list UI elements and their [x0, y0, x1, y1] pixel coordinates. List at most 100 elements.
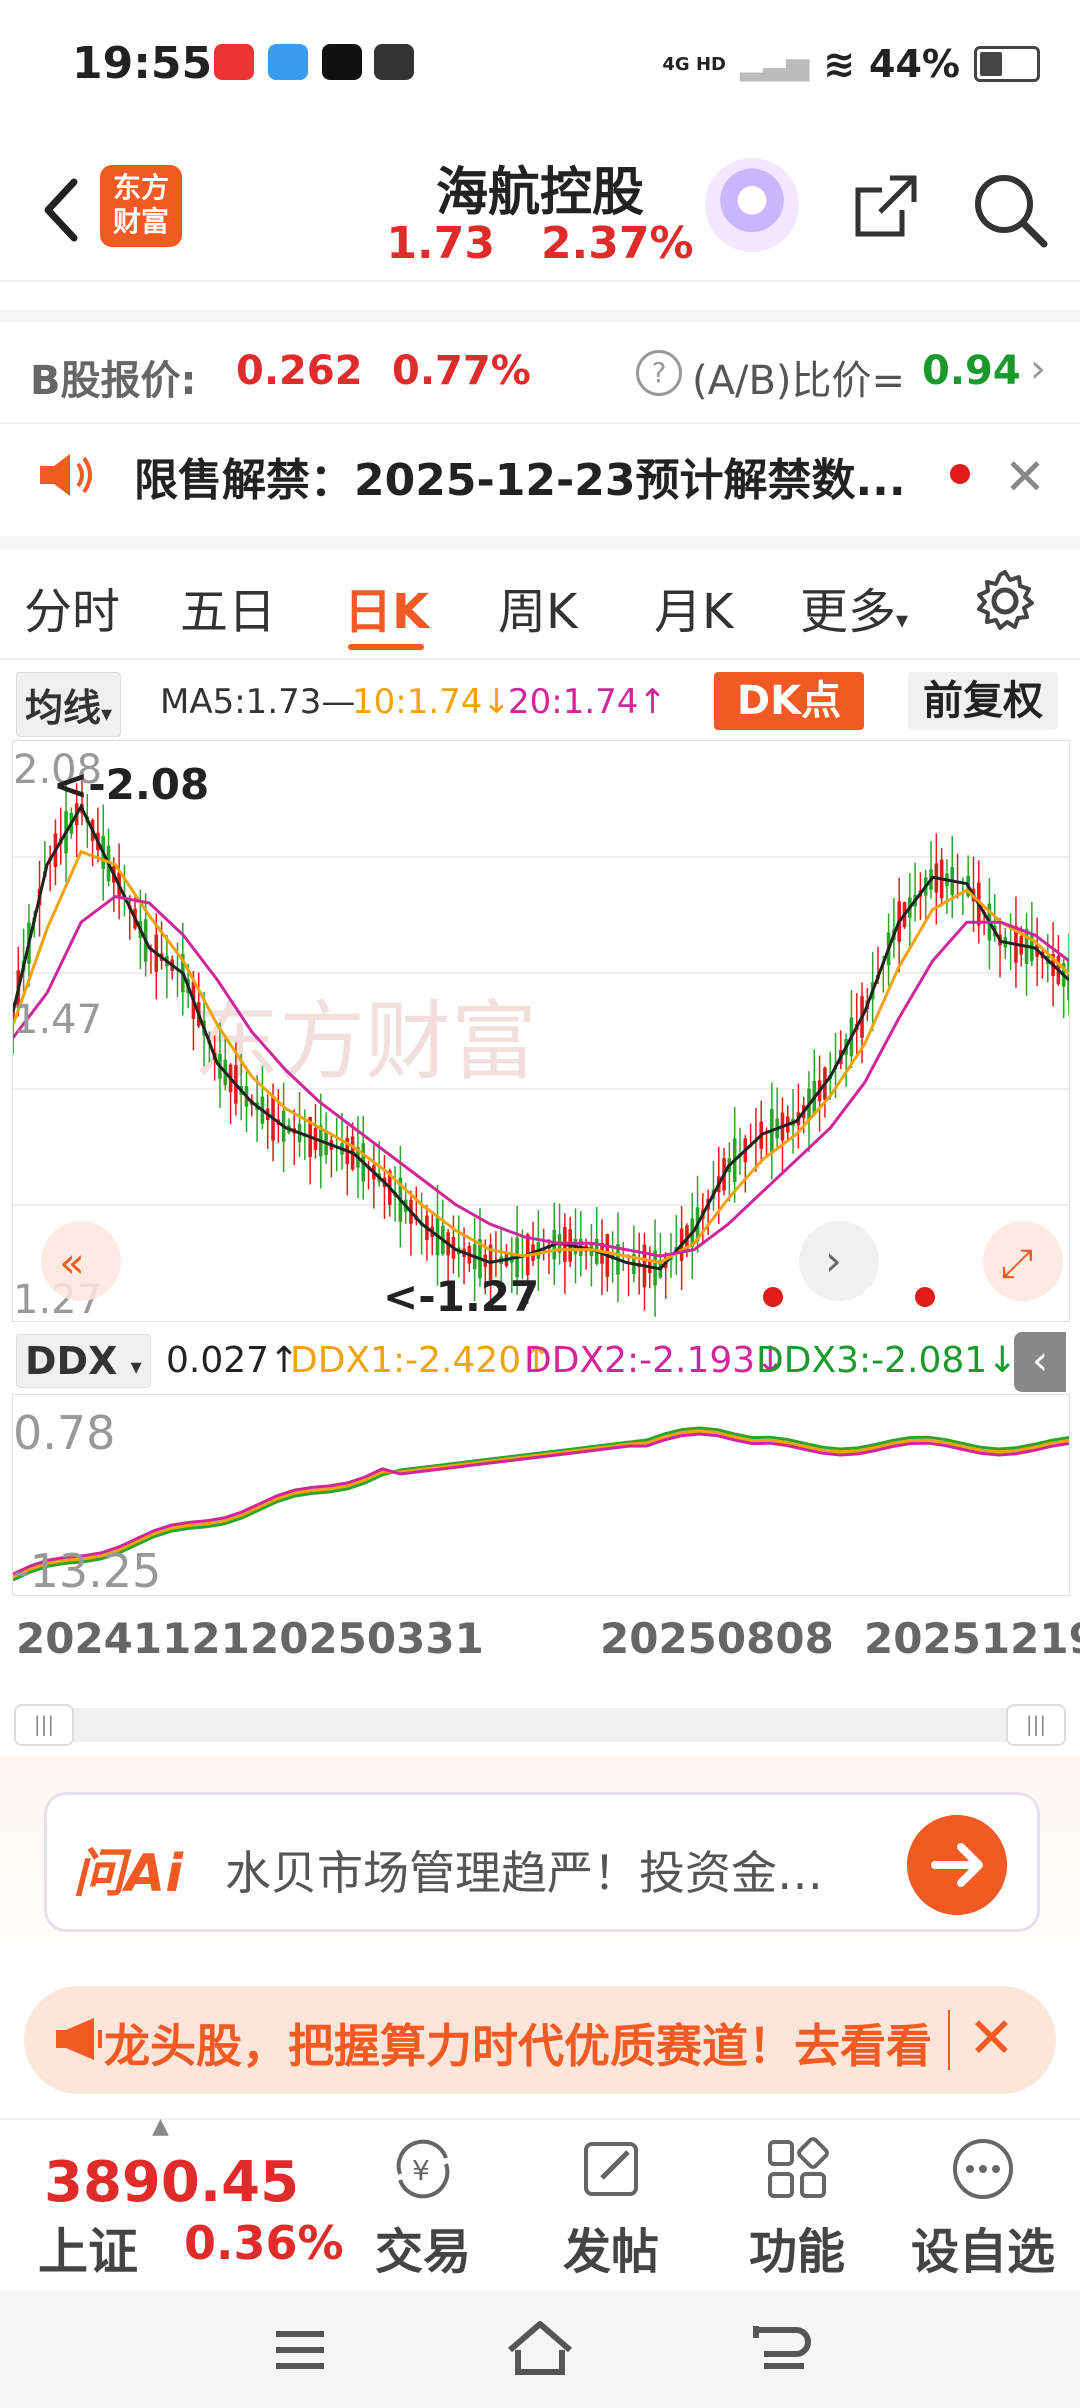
caret-down-icon: ▾	[896, 606, 909, 634]
caret-up-icon: ▲	[152, 2114, 169, 2139]
ai-robot-icon[interactable]	[705, 158, 799, 252]
menu-icon[interactable]	[270, 2320, 330, 2380]
ddx-line	[13, 1432, 1069, 1576]
ai-prompt-text: 水贝市场管理趋严！投资金…	[225, 1846, 823, 1900]
tab-monthly-k[interactable]: 月K	[654, 584, 734, 640]
ma-selector[interactable]: 均线▾	[16, 672, 122, 737]
gear-icon[interactable]	[972, 568, 1038, 634]
y-label-mid: 1.47	[13, 997, 102, 1043]
ai-question-box[interactable]: 问Ai 水贝市场管理趋严！投资金…	[44, 1792, 1040, 1932]
logo-text-2: 财富	[112, 205, 169, 238]
ma-lines	[13, 803, 1069, 1271]
event-dot	[763, 1287, 783, 1307]
ai-logo: 问Ai	[73, 1844, 184, 1904]
ratio-label: (A/B)比价=	[692, 358, 906, 404]
range-handle-right[interactable]: |||	[1006, 1704, 1066, 1746]
b-share-price: 0.262	[236, 348, 363, 394]
close-icon[interactable]: ✕	[968, 2006, 1015, 2071]
battery-label: 44%	[869, 42, 960, 86]
add-watchlist-button[interactable]: 设自选	[908, 2134, 1058, 2280]
low-annotation: <-1.27	[383, 1272, 539, 1321]
tab-daily-k[interactable]: 日K	[344, 584, 430, 640]
ddx-value: 0.027↑	[166, 1340, 300, 1381]
ma-selector-label: 均线	[25, 686, 102, 730]
range-handle-left[interactable]: |||	[14, 1704, 74, 1746]
date-axis: 20241121 20250331 20250808 20251219	[0, 1610, 1080, 1670]
candlestick-chart[interactable]: 东方财富 2.08 1.47 1.27 <-2.08 <-1.27 « › ⤢	[12, 740, 1070, 1322]
status-time: 19:55	[72, 38, 213, 89]
notice-bar[interactable]: 限售解禁：2025-12-23预计解禁数... ✕	[0, 412, 1080, 550]
toutiao-icon	[214, 44, 254, 80]
event-dot	[915, 1287, 935, 1307]
bottom-toolbar: ▲ 3890.45 上证 0.36% ¥ 交易 发帖 功能 设自选	[0, 2114, 1080, 2281]
ddx2-value: DDX2:-2.193↓	[524, 1340, 786, 1381]
index-change[interactable]: 0.36%	[184, 2216, 344, 2270]
battery-icon	[974, 46, 1040, 82]
date-label: 20241121	[16, 1614, 250, 1663]
date-label: 20250331	[250, 1614, 484, 1663]
caret-down-icon: ▾	[130, 1355, 142, 1380]
function-label: 功能	[748, 2224, 845, 2280]
ddx-selector[interactable]: DDX ▾	[16, 1334, 151, 1388]
function-button[interactable]: 功能	[722, 2134, 872, 2280]
signal-icon: ▂▃▅	[739, 46, 810, 82]
ma10-label: 10:1.74↓	[352, 682, 511, 722]
search-icon[interactable]	[970, 170, 1050, 250]
collapse-panel-button[interactable]: ‹	[1014, 1332, 1066, 1392]
range-scroller[interactable]: ||| |||	[14, 1704, 1066, 1746]
back-icon[interactable]	[748, 2318, 812, 2378]
scroll-left-button: «	[41, 1221, 121, 1301]
period-tabs: 分时 五日 日K 周K 月K 更多▾	[0, 548, 1080, 660]
b-share-quote[interactable]: B股报价: 0.262 0.77% ? (A/B)比价= 0.94 ›	[0, 310, 1080, 424]
stock-price: 1.73	[386, 218, 495, 269]
scroll-right-button: ›	[799, 1221, 879, 1301]
tab-weekly-k[interactable]: 周K	[498, 584, 578, 640]
stock-header: 东方 财富 海航控股 1.73 2.37%	[0, 130, 1080, 282]
index-name[interactable]: 上证	[38, 2223, 138, 2281]
tab-five-day[interactable]: 五日	[180, 584, 277, 640]
help-icon[interactable]: ?	[636, 350, 682, 396]
close-icon[interactable]: ✕	[1004, 448, 1046, 506]
ma5-line	[13, 803, 1069, 1271]
go-arrow-button[interactable]	[907, 1815, 1007, 1915]
dk-point-button[interactable]: DK点	[714, 672, 864, 730]
ddx-line	[13, 1426, 1069, 1582]
b-share-label: B股报价:	[30, 358, 197, 404]
status-right: 4G HD ▂▃▅ ≋ 44%	[662, 42, 1040, 86]
stock-name: 海航控股	[435, 163, 644, 223]
ma20-line	[13, 895, 1069, 1258]
system-navigation	[0, 2290, 1080, 2408]
ddx-line	[13, 1429, 1069, 1579]
active-tab-indicator	[348, 644, 424, 650]
promo-text: 龙头股，把握算力时代优质赛道！去看看	[104, 2019, 932, 2073]
eastmoney-logo: 东方 财富	[100, 165, 182, 247]
trade-button[interactable]: ¥ 交易	[348, 2134, 498, 2280]
ddx-y-top: 0.78	[13, 1406, 115, 1460]
expand-icon: ⤢	[1001, 1241, 1033, 1287]
ma-legend-bar: 均线▾ MA5:1.73— 10:1.74↓ 20:1.74↑ DK点 前复权	[0, 668, 1080, 740]
logo-text-1: 东方	[112, 171, 169, 204]
yuan-exchange-icon: ¥	[396, 2139, 450, 2199]
ddx-selector-label: DDX	[25, 1339, 118, 1383]
post-button[interactable]: 发帖	[536, 2134, 686, 2280]
back-arrow-icon[interactable]	[32, 170, 92, 250]
ddx-indicator-chart[interactable]: 0.78 -13.25	[12, 1394, 1070, 1596]
promo-banner[interactable]: 龙头股，把握算力时代优质赛道！去看看 ✕	[24, 1986, 1056, 2094]
network-label: 4G HD	[662, 53, 726, 75]
candles	[13, 771, 1069, 1317]
wifi-icon: ≋	[823, 42, 856, 86]
share-icon[interactable]	[850, 170, 922, 242]
speaker-icon	[40, 454, 92, 496]
divider	[948, 2010, 950, 2070]
chart-watermark: 东方财富	[193, 992, 537, 1092]
tab-more[interactable]: 更多▾	[800, 572, 908, 642]
tab-more-label: 更多	[800, 584, 897, 640]
forward-adjust-button[interactable]: 前复权	[908, 672, 1058, 730]
index-value[interactable]: 3890.45	[44, 2150, 300, 2215]
ratio-value: 0.94	[922, 348, 1021, 394]
tab-minute[interactable]: 分时	[24, 584, 121, 640]
tiktok-icon	[322, 44, 362, 80]
home-icon[interactable]	[504, 2316, 576, 2380]
ddx1-value: DDX1:-2.420↑	[290, 1340, 552, 1381]
add-watchlist-label: 设自选	[910, 2224, 1055, 2280]
